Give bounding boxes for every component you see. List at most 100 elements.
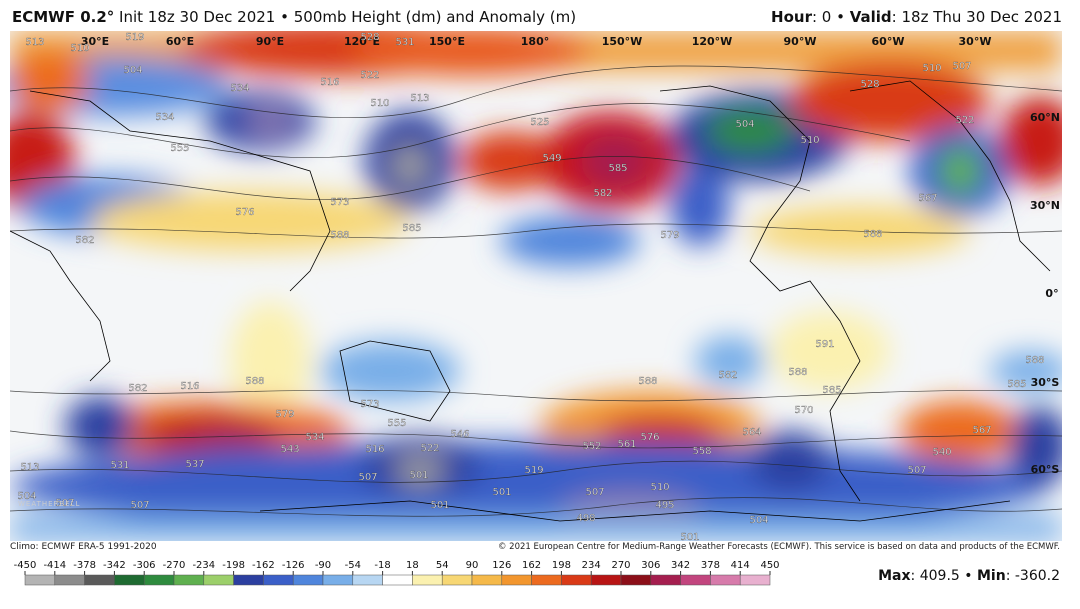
climo-note: Climo: ECMWF ERA-5 1991-2020	[10, 542, 157, 552]
contour-label: 582	[75, 235, 94, 246]
header-text: : 18z Thu 30 Dec 2021	[891, 8, 1062, 26]
colorbar-tick-label: 54	[436, 560, 449, 571]
contour-label: 576	[640, 432, 659, 443]
colorbar-swatch	[501, 574, 532, 586]
coastlines	[10, 80, 1051, 522]
colorbar-tick-label: 306	[641, 560, 660, 571]
contour-label: 588	[863, 229, 882, 240]
contour-label: 522	[420, 443, 439, 454]
separator: •	[964, 568, 973, 584]
geo-label: 60°W	[872, 35, 905, 48]
header-left: ECMWF 0.2° Init 18z 30 Dec 2021 • 500mb …	[12, 8, 576, 26]
colorbar-tick-label: -18	[374, 560, 390, 571]
colorbar-tick-label: -270	[163, 560, 186, 571]
colorbar-swatch	[739, 574, 771, 586]
colorbar-tick-label: -378	[73, 560, 96, 571]
contour-label: 588	[638, 376, 657, 387]
contour-label: 507	[952, 61, 971, 72]
contour-label: 510	[70, 43, 89, 54]
contour-label: 534	[305, 432, 324, 443]
colorbar-swatch	[233, 574, 264, 586]
colorbar-tick-label: -342	[103, 560, 126, 571]
header-text: Hour	[771, 8, 812, 26]
contour-label: 504	[749, 515, 768, 526]
geo-label: 120°E	[344, 35, 380, 48]
colorbar-tick-label: -198	[222, 560, 245, 571]
contour-label: 582	[718, 370, 737, 381]
colorbar-tick-label: 270	[611, 560, 630, 571]
colorbar-swatch	[173, 574, 205, 586]
colorbar-tick-label: 234	[582, 560, 601, 571]
min-value: -360.2	[1014, 568, 1060, 584]
colorbar-tick-label: -414	[43, 560, 66, 571]
contour-label: 579	[275, 409, 294, 420]
colorbar-tick-label: -162	[252, 560, 275, 571]
contour-label: 513	[20, 462, 39, 473]
contour-label: 567	[918, 193, 937, 204]
contour-label: 519	[524, 465, 543, 476]
geo-label: 60°E	[166, 35, 194, 48]
contour-label: 570	[794, 405, 813, 416]
contour-label: 540	[932, 447, 951, 458]
contour-label: 516	[180, 381, 199, 392]
colorbar-swatch	[590, 574, 622, 586]
contour-label: 579	[660, 230, 679, 241]
contour-label: 498	[576, 513, 595, 524]
colorbar-tick-label: 342	[671, 560, 690, 571]
copyright: © 2021 European Centre for Medium-Range …	[497, 542, 1060, 552]
geo-label: 30°E	[81, 35, 109, 48]
colorbar-swatch	[54, 574, 85, 586]
colorbar-swatch	[531, 574, 562, 586]
contour-label: 588	[1025, 355, 1044, 366]
contour-label: 549	[542, 153, 561, 164]
geo-label: 30°W	[959, 35, 992, 48]
contour-label: 507	[585, 487, 604, 498]
contour-label: 504	[17, 491, 36, 502]
colorbar-swatch	[24, 574, 56, 586]
contour-label: 543	[280, 444, 299, 455]
colorbar-tick-label: -90	[315, 560, 331, 571]
colorbar-tick-label: 162	[522, 560, 541, 571]
max-label: Max	[878, 568, 911, 584]
contour-label: 591	[815, 339, 834, 350]
colorbar-tick-label: -234	[192, 560, 215, 571]
colon: :	[1005, 568, 1015, 584]
contour-label: 564	[742, 427, 761, 438]
contour-label: 567	[972, 425, 991, 436]
contour-label: 555	[170, 143, 189, 154]
contour-label: 588	[788, 367, 807, 378]
contour-label: 576	[235, 207, 254, 218]
geo-label: 90°E	[256, 35, 284, 48]
contour-label: 573	[330, 197, 349, 208]
min-label: Min	[976, 568, 1006, 584]
contour-label: 504	[735, 119, 754, 130]
contour-label: 501	[409, 470, 428, 481]
contour-label: 495	[655, 500, 674, 511]
colorbar-swatch	[412, 574, 443, 586]
contour-label: 528	[860, 79, 879, 90]
colorbar-swatch	[143, 574, 175, 586]
contour-label: 588	[330, 230, 349, 241]
colorbar-tick-label: 414	[731, 560, 750, 571]
contour-label: 585	[822, 385, 841, 396]
contour-label: 513	[25, 37, 44, 48]
contour-label: 510	[800, 135, 819, 146]
colorbar-tick-label: 90	[466, 560, 479, 571]
geo-label: 180°	[521, 35, 549, 48]
header-right: Hour: 0 • Valid: 18z Thu 30 Dec 2021	[771, 8, 1062, 26]
colorbar-tick-label: -54	[345, 560, 361, 571]
colorbar-tick-label: 450	[760, 560, 779, 571]
contour-label: 510	[370, 98, 389, 109]
colorbar-tick-label: 18	[406, 560, 419, 571]
header-text: : 0 •	[811, 8, 850, 26]
colorbar-swatch	[441, 574, 473, 586]
contour-label: 519	[125, 32, 144, 43]
contour-label: 507	[55, 498, 74, 509]
colorbar-swatch	[292, 574, 324, 586]
colorbar-tick-label: -126	[282, 560, 305, 571]
contour-label: 582	[593, 188, 612, 199]
header-text: Valid	[849, 8, 892, 26]
colon: :	[910, 568, 920, 584]
contour-label: 531	[395, 37, 414, 48]
